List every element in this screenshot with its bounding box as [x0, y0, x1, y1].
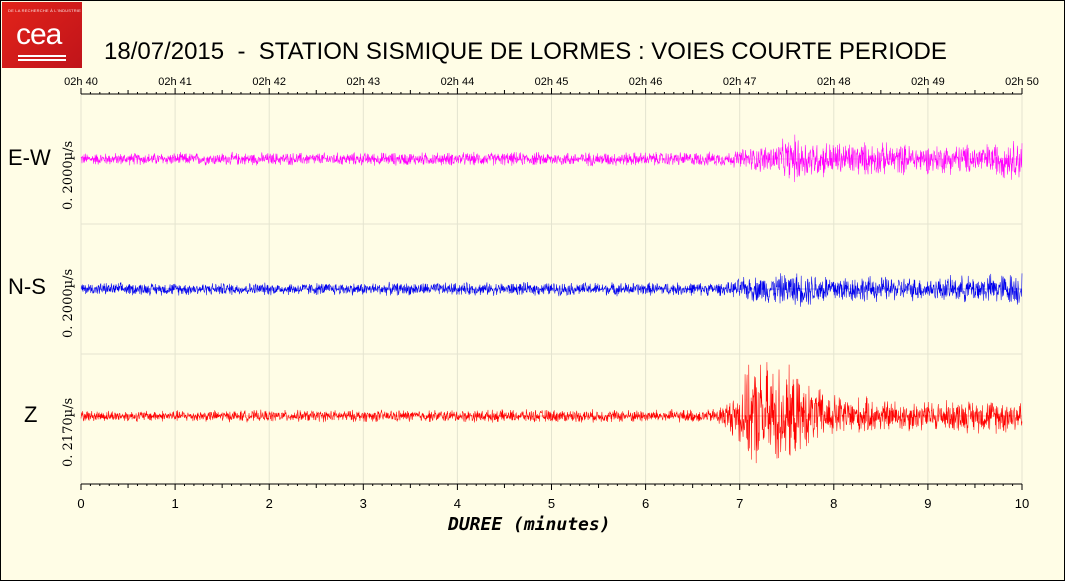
- top-tick-label: 02h 48: [817, 76, 851, 88]
- top-tick-label: 02h 40: [64, 76, 98, 88]
- logo-tagline: DE LA RECHERCHE À L'INDUSTRIE: [8, 8, 82, 13]
- bottom-tick-label: 2: [266, 496, 273, 511]
- top-tick-label: 02h 49: [911, 76, 945, 88]
- top-tick-label: 02h 43: [346, 76, 380, 88]
- bottom-tick-label: 10: [1015, 496, 1029, 511]
- bottom-tick-label: 5: [548, 496, 555, 511]
- bottom-tick-label: 3: [360, 496, 367, 511]
- chart-title: 18/07/2015 - STATION SISMIQUE DE LORMES …: [104, 38, 947, 65]
- logo-underline-2: [18, 59, 66, 61]
- bottom-tick-label: 7: [736, 496, 743, 511]
- x-axis-label: DUREE (minutes): [448, 514, 611, 535]
- logo-wordmark: cea: [16, 18, 62, 51]
- top-tick-label: 02h 50: [1005, 76, 1039, 88]
- scale-label-ew: 0. 2000µ/s: [61, 140, 76, 210]
- top-tick-label: 02h 41: [158, 76, 192, 88]
- bottom-tick-label: 1: [171, 496, 178, 511]
- scale-label-z: 0. 2170µ/s: [61, 397, 76, 467]
- trace-label-z: Z: [24, 402, 38, 427]
- bottom-tick-label: 4: [454, 496, 461, 511]
- top-tick-label: 02h 47: [723, 76, 757, 88]
- logo-underline-1: [18, 55, 66, 57]
- trace-z: [80, 362, 1023, 464]
- trace-ns: [80, 273, 1023, 307]
- top-tick-label: 02h 42: [252, 76, 286, 88]
- trace-label-ns: N-S: [8, 274, 46, 299]
- bottom-tick-label: 9: [924, 496, 931, 511]
- trace-label-ew: E-W: [8, 145, 51, 170]
- bottom-tick-label: 0: [77, 496, 84, 511]
- top-tick-label: 02h 46: [629, 76, 663, 88]
- top-tick-label: 02h 45: [535, 76, 569, 88]
- bottom-tick-label: 6: [642, 496, 649, 511]
- trace-ew: [80, 134, 1023, 183]
- bottom-tick-label: 8: [830, 496, 837, 511]
- top-tick-label: 02h 44: [441, 76, 475, 88]
- cea-logo: DE LA RECHERCHE À L'INDUSTRIE cea: [2, 2, 82, 68]
- scale-label-ns: 0. 2000µ/s: [61, 268, 76, 338]
